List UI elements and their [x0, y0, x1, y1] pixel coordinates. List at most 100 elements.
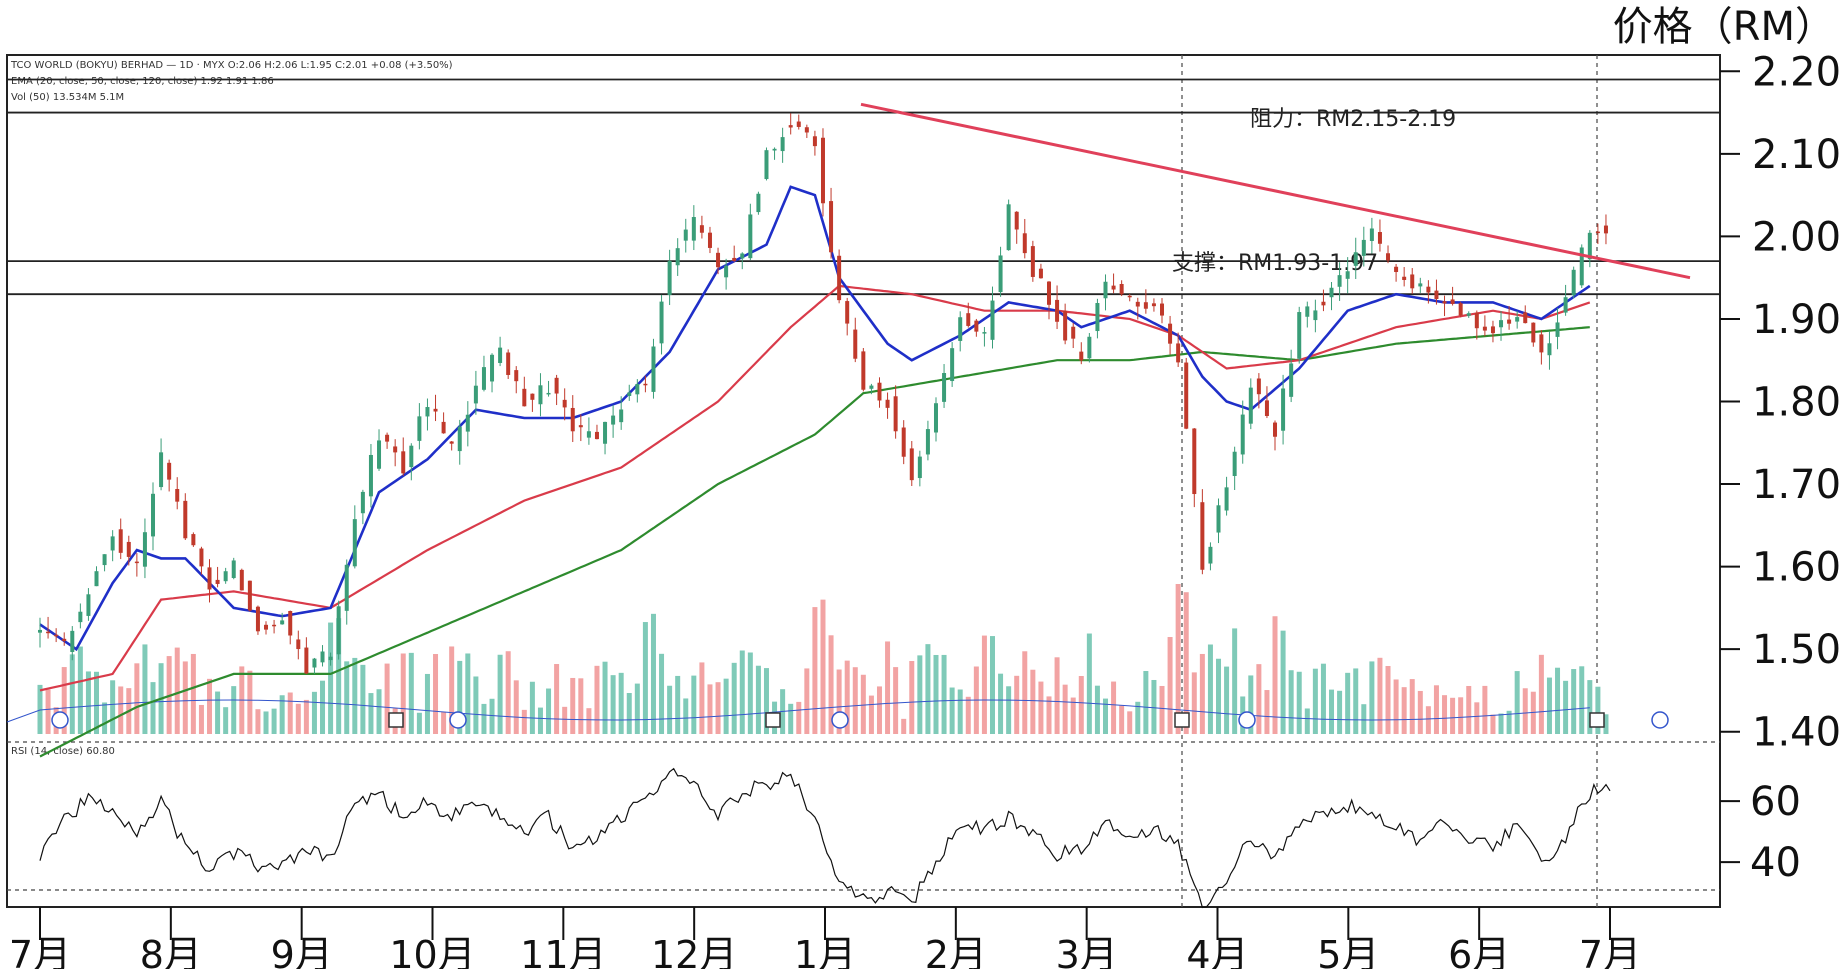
volume-bar: [844, 660, 850, 734]
volume-bar: [699, 662, 705, 734]
candle-body: [506, 352, 511, 375]
volume-bar: [174, 647, 180, 734]
price-tick-label: 1.80: [1752, 380, 1841, 426]
candle-body: [1587, 232, 1592, 260]
candle-body: [1466, 313, 1471, 316]
candle-body: [958, 317, 963, 341]
volume-bar: [1046, 696, 1052, 734]
price-tick-label: 1.40: [1752, 710, 1841, 756]
candle-body: [1014, 211, 1019, 230]
volume-bar: [989, 636, 995, 734]
volume-bar: [1256, 664, 1262, 734]
candle-body: [1386, 253, 1391, 261]
volume-bar: [481, 703, 487, 734]
candle-body: [86, 594, 91, 616]
volume-bar: [69, 654, 75, 734]
volume-bar: [190, 653, 196, 734]
candle-body: [457, 426, 462, 452]
volume-bar: [1119, 705, 1125, 734]
volume-bar: [1337, 690, 1343, 734]
candle-body: [829, 201, 834, 253]
volume-bar: [901, 718, 907, 734]
month-tick-label: 7月: [9, 933, 71, 969]
volume-ma-line: [6, 699, 1590, 723]
candle-body: [231, 560, 236, 579]
volume-bar: [1571, 669, 1577, 734]
candle-body: [239, 569, 244, 591]
volume-bar: [118, 686, 124, 734]
candle-body: [1329, 287, 1334, 298]
candle-body: [183, 500, 188, 539]
candle-body: [296, 639, 301, 650]
volume-bar: [739, 650, 745, 734]
volume-bar: [667, 685, 673, 734]
volume-bar: [449, 646, 455, 734]
rsi-line: [39, 767, 1611, 909]
volume-bar: [1191, 672, 1197, 734]
volume-bar: [513, 680, 519, 734]
candle-body: [344, 564, 349, 611]
volume-bar: [1062, 684, 1068, 734]
volume-bar: [537, 707, 543, 734]
candle-body: [1547, 343, 1552, 356]
volume-bar: [578, 678, 584, 734]
volume-bar: [416, 712, 422, 734]
volume-bar: [1603, 714, 1609, 734]
candle-body: [530, 393, 535, 400]
event-marker-dividend: [449, 711, 467, 729]
volume-bar: [860, 674, 866, 734]
candle-body: [925, 429, 930, 455]
volume-bar: [1159, 685, 1165, 734]
event-markers: [51, 711, 1669, 729]
candle-body: [377, 440, 382, 469]
volume-bar: [763, 668, 769, 734]
candle-body: [699, 225, 704, 233]
candle-body: [1434, 290, 1439, 299]
volume-bar: [303, 699, 309, 734]
candle-body: [1563, 297, 1568, 313]
candle-body: [917, 456, 922, 479]
candle-body: [1402, 276, 1407, 280]
candle-body: [675, 248, 680, 266]
candle-body: [1369, 228, 1374, 241]
volume-bar: [1506, 710, 1512, 734]
candle-body: [788, 125, 793, 128]
candle-body: [1281, 388, 1286, 431]
volume-bar: [828, 635, 834, 734]
candle-body: [546, 392, 551, 395]
candle-body: [38, 629, 42, 633]
event-marker-dividend: [831, 711, 849, 729]
axes: 2.20 2.10 2.00 1.90 1.80 1.70 1.60 1.50 1.40 60 40…: [9, 49, 1841, 969]
volume-bar: [529, 681, 535, 734]
candle-body: [207, 567, 212, 590]
volume-bar: [1587, 680, 1593, 734]
volume-bar: [433, 654, 439, 734]
candle-body: [869, 385, 874, 389]
candle-body: [1515, 317, 1520, 322]
volume-bar: [231, 686, 237, 734]
month-tick-label: 4月: [1186, 933, 1248, 969]
price-tick-label: 1.90: [1752, 297, 1841, 343]
volume-bar: [836, 669, 842, 734]
volume-bar: [1304, 708, 1310, 734]
candle-body: [893, 396, 898, 432]
month-tick-label: 3月: [1056, 933, 1118, 969]
event-marker-dividend: [51, 711, 69, 729]
volume-bar: [1264, 690, 1270, 734]
candle-body: [46, 631, 51, 634]
candle-body: [473, 385, 478, 404]
month-tick-label: 10月: [389, 933, 475, 969]
candle-body: [1523, 312, 1528, 324]
volume-bar: [731, 662, 737, 734]
volume-bar: [1183, 592, 1189, 734]
candle-body: [942, 373, 947, 402]
volume-bar: [1385, 665, 1391, 734]
candle-body: [1595, 231, 1600, 234]
candle-body: [1046, 281, 1051, 305]
candle-body: [1539, 334, 1544, 353]
volume-bar: [1393, 679, 1399, 734]
candle-body: [1337, 275, 1342, 287]
candle-body: [498, 347, 503, 363]
candle-body: [667, 260, 672, 296]
candle-body: [433, 408, 438, 412]
